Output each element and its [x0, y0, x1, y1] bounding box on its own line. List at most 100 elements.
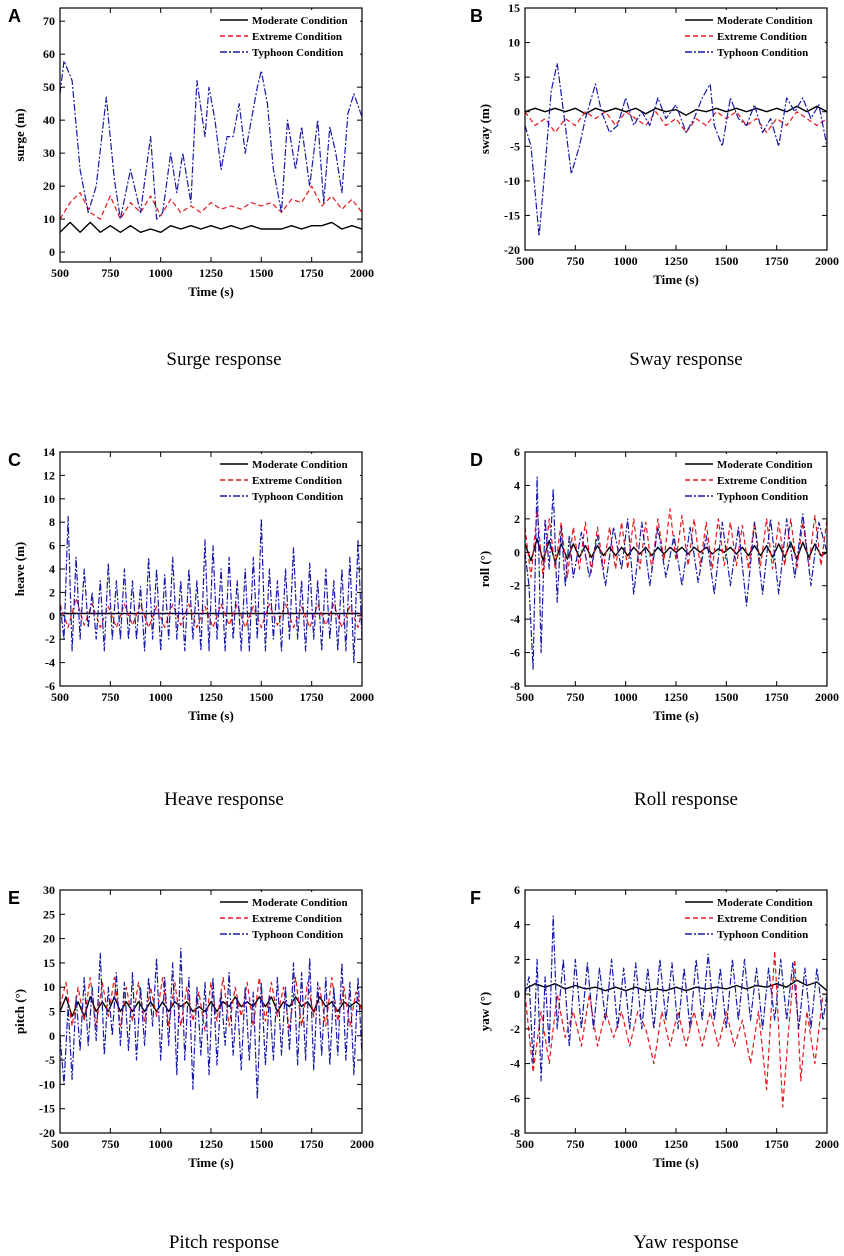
x-tick-label: 1250 [664, 254, 688, 268]
x-tick-label: 500 [516, 254, 534, 268]
x-tick-label: 1750 [300, 690, 324, 704]
x-tick-label: 1750 [765, 1137, 789, 1151]
y-tick-label: 25 [43, 907, 55, 921]
y-tick-label: -6 [510, 1091, 520, 1105]
y-tick-label: 40 [43, 113, 55, 127]
y-tick-label: 6 [514, 445, 520, 459]
y-tick-label: 0 [49, 1029, 55, 1043]
y-tick-label: -20 [39, 1126, 55, 1140]
legend-box [683, 10, 825, 62]
x-tick-label: 500 [51, 690, 69, 704]
legend: Moderate Condition Extreme Condition Typho… [218, 892, 360, 944]
panel-b: B 500 750 1000 1250 1500 1750 2000 -20 -15 -10 -5 0 5… [470, 1, 839, 370]
y-tick-label: -4 [45, 656, 55, 670]
series-group [60, 60, 362, 234]
x-tick-label: 1500 [714, 690, 738, 704]
x-tick-label: 1500 [714, 254, 738, 268]
y-tick-label: -6 [510, 646, 520, 660]
series-line-extreme [525, 111, 827, 134]
panel-f: F 500 750 1000 1250 1500 1750 2000 -8 -6 -4 -2 0 2 4 6 T… [470, 883, 839, 1253]
x-tick-label: 1000 [614, 690, 638, 704]
x-tick-label: 2000 [815, 1137, 839, 1151]
x-axis-title: Time (s) [188, 284, 234, 299]
x-tick-label: 1500 [714, 1137, 738, 1151]
panel-caption: Sway response [629, 349, 742, 370]
x-tick-label: 1500 [249, 690, 273, 704]
legend: Moderate Condition Extreme Condition Typho… [683, 892, 825, 944]
legend-label: Typhoon Condition [252, 929, 343, 941]
panel-letter: F [470, 888, 481, 908]
series-line-typhoon [60, 947, 362, 1100]
legend-label: Typhoon Condition [252, 491, 343, 503]
panel-caption: Yaw response [633, 1232, 738, 1253]
y-tick-label: 10 [43, 980, 55, 994]
x-tick-label: 1000 [614, 1137, 638, 1151]
x-axis-title: Time (s) [188, 1155, 234, 1170]
series-line-typhoon [525, 62, 827, 237]
x-tick-label: 2000 [815, 254, 839, 268]
series-line-moderate [525, 105, 827, 116]
y-tick-label: 50 [43, 80, 55, 94]
series-group [60, 515, 362, 664]
panel-caption: Pitch response [169, 1232, 279, 1253]
y-tick-label: 6 [514, 883, 520, 897]
legend-label: Extreme Condition [252, 475, 342, 487]
x-tick-label: 750 [566, 1137, 584, 1151]
x-tick-label: 1500 [249, 1137, 273, 1151]
x-tick-label: 750 [566, 254, 584, 268]
y-tick-label: 60 [43, 47, 55, 61]
x-tick-label: 1500 [249, 266, 273, 280]
y-tick-label: -10 [39, 1077, 55, 1091]
series-group [525, 62, 827, 237]
x-tick-label: 2000 [350, 690, 374, 704]
y-tick-label: -6 [45, 679, 55, 693]
series-group [525, 915, 827, 1108]
x-tick-label: 750 [101, 1137, 119, 1151]
x-tick-label: 1000 [149, 1137, 173, 1151]
y-tick-label: -2 [45, 632, 55, 646]
panel-d: D 500 750 1000 1250 1500 1750 2000 -8 -6 -4 -2 0 2 4 6 T… [470, 445, 839, 810]
panel-letter: B [470, 6, 483, 26]
panel-letter: E [8, 888, 20, 908]
y-tick-label: -5 [510, 139, 520, 153]
panel-caption: Heave response [164, 789, 284, 810]
y-tick-label: 4 [514, 478, 520, 492]
series-line-moderate [525, 538, 827, 563]
legend-label: Extreme Condition [717, 31, 807, 43]
y-tick-label: 4 [49, 562, 55, 576]
panel-letter: D [470, 450, 483, 470]
series-line-moderate [60, 221, 362, 234]
panel-c: C 500 750 1000 1250 1500 1750 2000 -6 -4 -2 0 2 4 6 8 10… [8, 445, 374, 810]
x-tick-label: 1000 [149, 266, 173, 280]
x-tick-label: 2000 [350, 1137, 374, 1151]
x-axis-title: Time (s) [653, 1155, 699, 1170]
y-tick-label: 10 [43, 492, 55, 506]
y-tick-label: 2 [514, 512, 520, 526]
y-tick-label: 2 [49, 585, 55, 599]
x-tick-label: 1250 [664, 1137, 688, 1151]
x-tick-label: 1750 [300, 266, 324, 280]
legend-box [683, 454, 825, 506]
y-tick-label: 0 [49, 245, 55, 259]
y-tick-label: -15 [504, 208, 520, 222]
y-tick-label: -8 [510, 679, 520, 693]
y-tick-label: -10 [504, 174, 520, 188]
x-tick-label: 750 [101, 266, 119, 280]
legend: Moderate Condition Extreme Condition Typho… [218, 454, 360, 506]
x-tick-label: 500 [516, 1137, 534, 1151]
y-tick-label: 30 [43, 146, 55, 160]
y-tick-label: 5 [49, 1005, 55, 1019]
x-axis-title: Time (s) [653, 708, 699, 723]
series-line-extreme [60, 185, 362, 220]
y-tick-label: 0 [514, 105, 520, 119]
legend-label: Moderate Condition [252, 15, 348, 27]
panel-caption: Roll response [634, 789, 738, 810]
x-tick-label: 500 [51, 266, 69, 280]
y-tick-label: -2 [510, 1022, 520, 1036]
y-tick-label: -15 [39, 1102, 55, 1116]
y-tick-label: -20 [504, 243, 520, 257]
legend-label: Typhoon Condition [252, 47, 343, 59]
series-line-typhoon [60, 515, 362, 664]
